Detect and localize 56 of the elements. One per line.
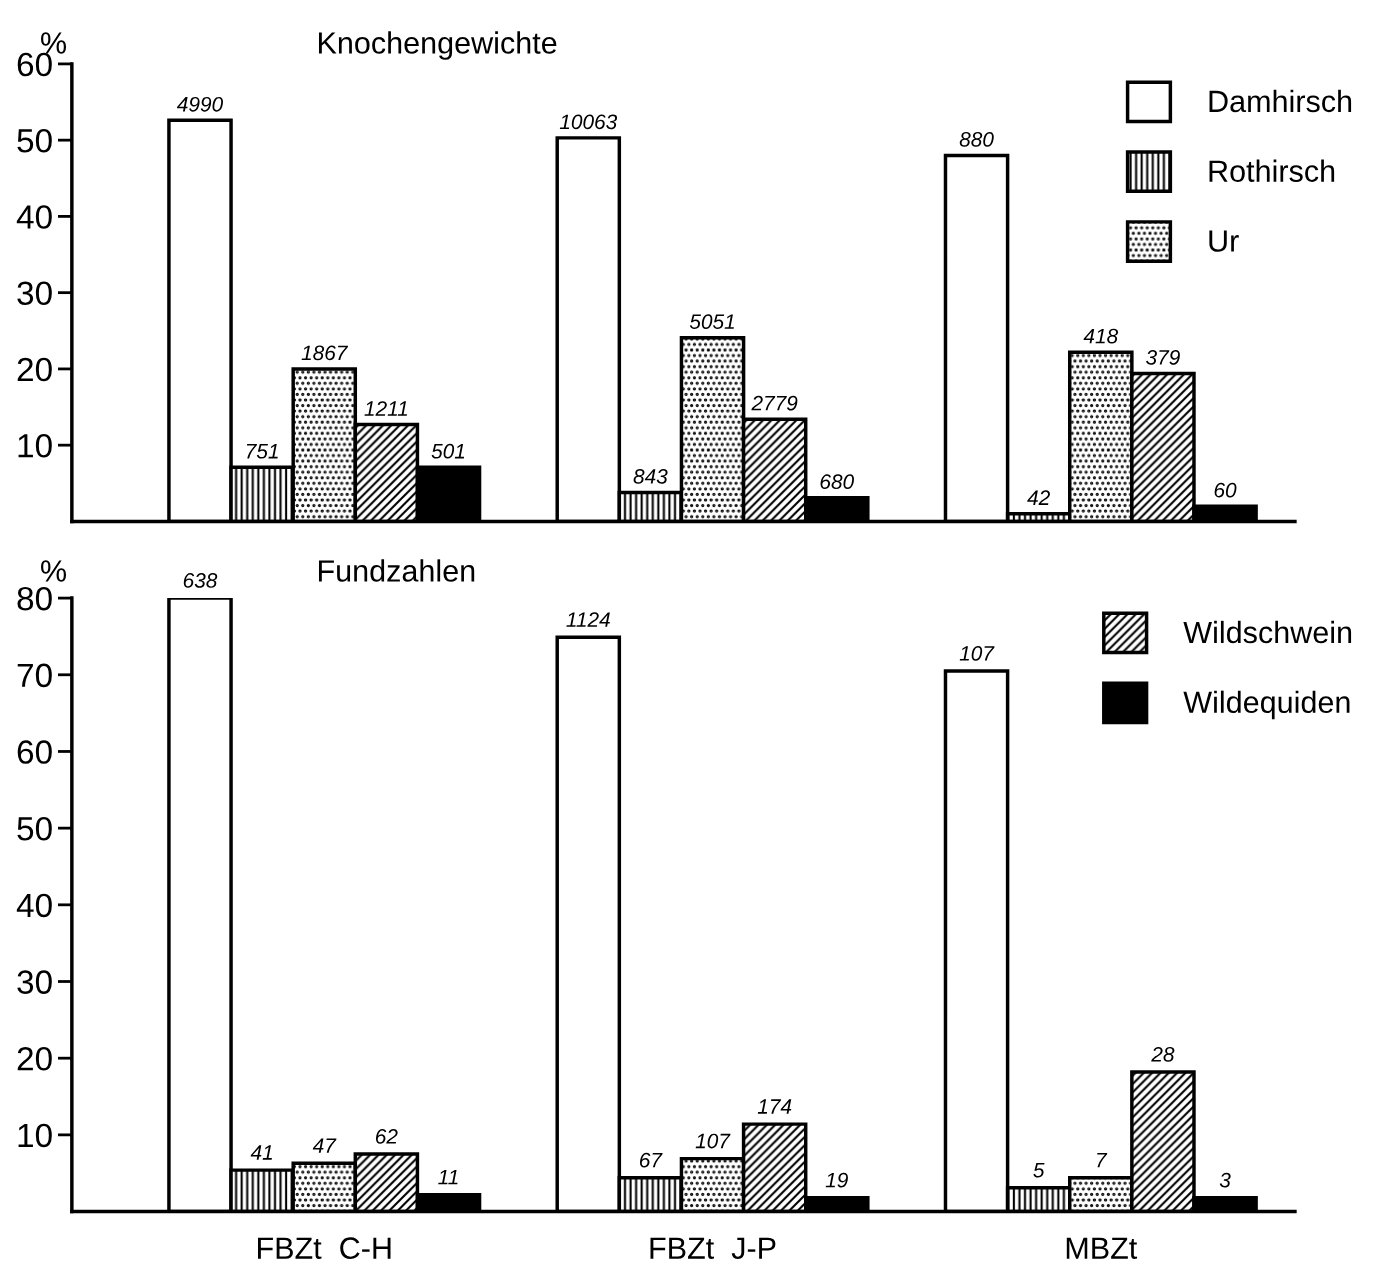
y-tick-label: 20 — [17, 357, 52, 382]
annotation: 501 — [431, 443, 465, 459]
annotation: 11 — [438, 1169, 458, 1185]
annotation: 107 — [695, 1133, 731, 1149]
annotation: 7 — [1097, 1153, 1108, 1168]
x-tick-label: MBZt — [1066, 1237, 1138, 1259]
y-axis-title: % — [41, 32, 67, 54]
legend-label: Wildequiden — [1183, 690, 1350, 720]
y-tick-label: 60 — [17, 52, 52, 77]
legend-label: Damhirsch — [1209, 89, 1352, 113]
annotation: 638 — [183, 573, 218, 588]
y-tick-label: 60 — [17, 740, 52, 764]
annotation: 4990 — [176, 96, 223, 112]
y-tick-label: 50 — [17, 816, 52, 841]
annotation: 5051 — [689, 314, 734, 329]
annotation: 1124 — [566, 612, 610, 627]
y-tick-label: 20 — [17, 1046, 52, 1071]
annotation: 67 — [639, 1152, 663, 1168]
annotation: 28 — [1151, 1046, 1175, 1062]
annotation: 3 — [1219, 1172, 1231, 1188]
annotation: 843 — [633, 469, 668, 484]
annotation: 5 — [1033, 1162, 1045, 1178]
annotation: 10063 — [559, 114, 618, 130]
legend-label: Ur — [1209, 230, 1239, 252]
y-axis-title: % — [41, 560, 67, 582]
annotation: 62 — [375, 1129, 398, 1144]
y-tick-label: 80 — [17, 586, 52, 611]
annotation: 418 — [1083, 328, 1119, 344]
y-tick-label: 40 — [16, 893, 52, 918]
y-tick-label: 10 — [18, 1123, 52, 1148]
chart-title: Knochengewichte — [318, 31, 557, 60]
annotation: 1867 — [301, 345, 349, 361]
annotation: 880 — [959, 131, 994, 147]
y-tick-label: 10 — [18, 433, 52, 458]
annotation: 751 — [246, 444, 278, 459]
chart-title: Fundzahlen — [318, 559, 475, 582]
legend-label: Rothirsch — [1209, 159, 1335, 183]
annotation: 379 — [1146, 350, 1180, 365]
annotation: 174 — [757, 1099, 792, 1114]
annotation: 60 — [1214, 482, 1237, 498]
annotation: 1211 — [364, 401, 408, 416]
y-tick-label: 70 — [17, 663, 52, 688]
x-tick-label: FBZt J-P — [650, 1237, 776, 1259]
annotation: 47 — [312, 1138, 337, 1153]
y-tick-label: 40 — [16, 205, 52, 229]
annotation: 41 — [250, 1145, 272, 1160]
y-tick-label: 30 — [17, 281, 52, 306]
legend-label: Wildschwein — [1183, 620, 1352, 644]
annotation: 19 — [825, 1172, 848, 1188]
y-tick-label: 30 — [17, 970, 52, 994]
y-tick-label: 50 — [17, 128, 52, 153]
annotation: 2779 — [751, 395, 798, 411]
annotation: 680 — [820, 474, 854, 490]
annotation: 107 — [959, 645, 995, 661]
annotation: 42 — [1027, 490, 1050, 505]
x-tick-label: FBZt C-H — [258, 1237, 391, 1259]
